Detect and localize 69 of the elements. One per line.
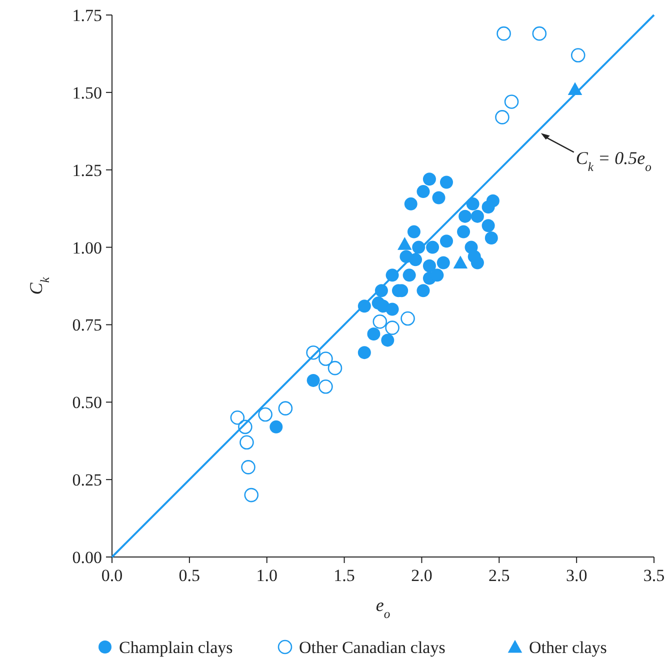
- point: [453, 256, 468, 268]
- x-tick-label: 3.0: [566, 566, 588, 585]
- point: [422, 259, 436, 272]
- y-tick-label: 0.50: [72, 393, 102, 412]
- y-tick-label: 0.75: [72, 316, 102, 335]
- point: [372, 314, 388, 329]
- point: [482, 200, 495, 214]
- point: [306, 345, 320, 360]
- point: [404, 197, 418, 210]
- point: [318, 380, 333, 394]
- point: [306, 374, 320, 387]
- legend-label: Champlain clays: [119, 638, 233, 657]
- x-tick-label: 0.0: [101, 566, 123, 585]
- point: [367, 328, 380, 341]
- point: [240, 435, 254, 450]
- x-tick-label: 2.0: [411, 566, 432, 585]
- x-tick-label: 3.5: [643, 566, 665, 585]
- x-tick-label: 0.5: [178, 566, 200, 585]
- point: [482, 219, 495, 232]
- point: [504, 94, 519, 109]
- point: [440, 234, 453, 248]
- point: [241, 460, 256, 474]
- x-tick-label: 1.5: [334, 566, 355, 585]
- y-tick-label: 0.25: [72, 470, 102, 490]
- point: [381, 334, 394, 347]
- point: [386, 302, 399, 316]
- y-tick-label: 1.75: [72, 6, 102, 25]
- point: [258, 407, 272, 422]
- point: [278, 401, 293, 416]
- point: [426, 240, 440, 254]
- y-tick-label: 1.25: [72, 160, 102, 180]
- point: [466, 197, 480, 210]
- x-tick-label: 1.0: [256, 566, 278, 585]
- point: [532, 26, 547, 41]
- point: [238, 420, 252, 434]
- point: [398, 237, 412, 250]
- y-tick-label: 1.00: [72, 238, 102, 258]
- point: [457, 225, 470, 238]
- point: [470, 210, 484, 223]
- point: [495, 110, 510, 124]
- point: [496, 26, 511, 41]
- point: [416, 185, 430, 198]
- point: [270, 420, 283, 434]
- point: [430, 268, 444, 282]
- point: [358, 346, 371, 360]
- x-tick-label: 2.5: [488, 566, 510, 585]
- point: [470, 256, 484, 270]
- point: [318, 352, 333, 366]
- point: [432, 191, 446, 204]
- point: [570, 48, 586, 62]
- point: [328, 360, 342, 376]
- point: [484, 231, 498, 244]
- legend-label: Other clays: [529, 638, 607, 657]
- point: [422, 172, 436, 186]
- point: [440, 176, 453, 189]
- point: [416, 284, 430, 298]
- point: [400, 311, 415, 326]
- point: [407, 225, 420, 238]
- point: [385, 320, 400, 335]
- x-axis-title: e$_{o}$: [376, 595, 390, 621]
- point: [230, 410, 245, 425]
- point: [436, 256, 450, 270]
- legend-label: Other Canadian clays: [299, 638, 446, 657]
- point: [402, 268, 416, 282]
- annotation: C$_{k}$ = 0.5e$_{o}$: [576, 148, 652, 174]
- point: [244, 488, 259, 502]
- point: [458, 210, 472, 223]
- y-tick-label: 0.00: [72, 548, 102, 567]
- y-tick-label: 1.50: [72, 83, 102, 102]
